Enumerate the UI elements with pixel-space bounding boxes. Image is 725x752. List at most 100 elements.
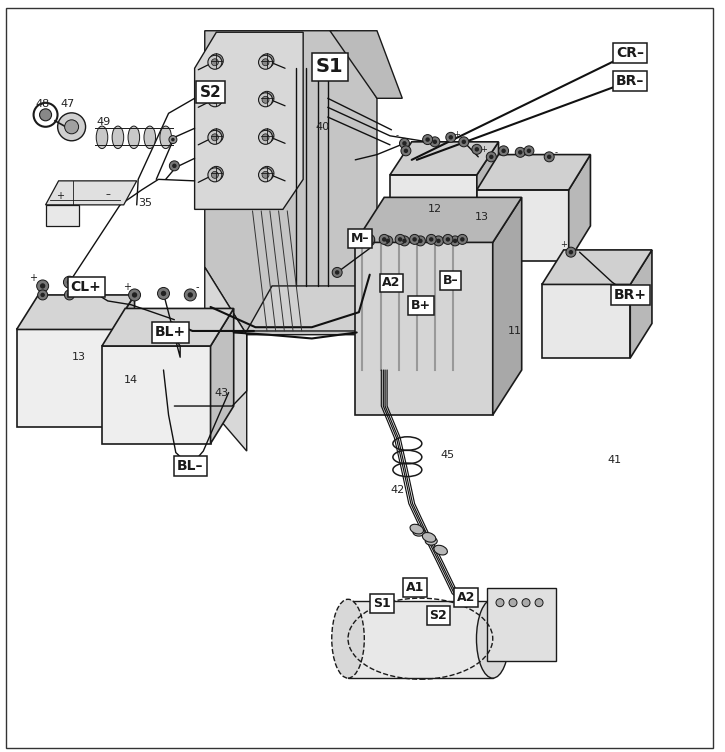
Text: A1: A1 — [406, 581, 425, 594]
Circle shape — [535, 599, 543, 607]
Text: A2: A2 — [457, 591, 475, 604]
Circle shape — [460, 237, 465, 241]
Text: -: - — [82, 274, 86, 284]
Circle shape — [65, 290, 75, 300]
Ellipse shape — [476, 599, 509, 678]
Text: 42: 42 — [390, 485, 405, 495]
Circle shape — [212, 96, 218, 103]
Text: +: + — [560, 240, 567, 249]
Text: 13: 13 — [475, 212, 489, 222]
Text: +: + — [453, 130, 460, 139]
Polygon shape — [477, 155, 590, 190]
Circle shape — [259, 130, 273, 144]
Text: BR+: BR+ — [614, 288, 647, 302]
Ellipse shape — [160, 126, 172, 149]
Text: 13: 13 — [72, 352, 86, 362]
Circle shape — [522, 599, 530, 607]
Circle shape — [188, 293, 193, 298]
Circle shape — [170, 161, 179, 171]
Circle shape — [335, 270, 339, 274]
Circle shape — [426, 138, 430, 142]
Circle shape — [212, 59, 218, 65]
Ellipse shape — [410, 524, 423, 534]
Bar — [487, 587, 555, 661]
Circle shape — [436, 238, 441, 243]
Circle shape — [423, 135, 433, 144]
Ellipse shape — [423, 532, 436, 542]
Text: 45: 45 — [441, 450, 455, 459]
Bar — [348, 601, 493, 678]
Polygon shape — [355, 197, 522, 242]
Circle shape — [264, 132, 270, 139]
Ellipse shape — [426, 537, 437, 545]
Circle shape — [430, 137, 440, 147]
Circle shape — [472, 144, 482, 154]
Text: 47: 47 — [60, 99, 75, 109]
Circle shape — [418, 238, 423, 243]
Circle shape — [67, 293, 72, 297]
Text: S2: S2 — [199, 85, 221, 100]
Circle shape — [443, 235, 453, 244]
Circle shape — [260, 91, 274, 105]
Polygon shape — [330, 31, 402, 99]
Ellipse shape — [128, 126, 140, 149]
Circle shape — [264, 58, 270, 64]
Text: 11: 11 — [507, 326, 521, 336]
Circle shape — [398, 237, 402, 241]
Circle shape — [67, 280, 72, 285]
Circle shape — [260, 54, 274, 68]
Circle shape — [259, 168, 273, 182]
Circle shape — [40, 284, 46, 289]
Circle shape — [459, 137, 469, 147]
Circle shape — [260, 129, 274, 143]
Polygon shape — [542, 250, 652, 284]
Polygon shape — [102, 308, 233, 346]
Text: B+: B+ — [411, 299, 431, 312]
Circle shape — [210, 129, 223, 143]
Circle shape — [84, 285, 88, 290]
Circle shape — [489, 155, 494, 159]
Circle shape — [365, 236, 375, 246]
Circle shape — [262, 59, 269, 65]
Circle shape — [499, 146, 509, 156]
Circle shape — [518, 150, 523, 155]
Text: -: - — [396, 132, 399, 141]
Text: S2: S2 — [430, 609, 447, 622]
Circle shape — [65, 120, 78, 134]
Circle shape — [399, 138, 410, 148]
Ellipse shape — [96, 126, 108, 149]
Circle shape — [332, 268, 342, 277]
Circle shape — [524, 146, 534, 156]
Circle shape — [40, 109, 51, 121]
Text: CL+: CL+ — [71, 280, 102, 295]
Circle shape — [568, 250, 573, 254]
Circle shape — [496, 599, 504, 607]
Circle shape — [212, 134, 218, 141]
Ellipse shape — [144, 126, 156, 149]
Text: 49: 49 — [96, 117, 111, 127]
Circle shape — [37, 280, 49, 292]
Polygon shape — [630, 250, 652, 358]
Ellipse shape — [332, 599, 364, 678]
Circle shape — [399, 236, 410, 246]
Circle shape — [208, 92, 222, 107]
Polygon shape — [17, 329, 113, 427]
Circle shape — [57, 113, 86, 141]
Ellipse shape — [413, 528, 425, 536]
Circle shape — [213, 96, 220, 102]
Text: +: + — [481, 145, 487, 154]
Circle shape — [547, 155, 552, 159]
Text: CR–: CR– — [616, 47, 645, 60]
Circle shape — [402, 141, 407, 146]
Circle shape — [208, 130, 222, 144]
Circle shape — [64, 276, 75, 288]
Circle shape — [260, 166, 274, 180]
Circle shape — [446, 132, 456, 142]
Circle shape — [157, 287, 170, 299]
Circle shape — [462, 140, 466, 144]
Circle shape — [212, 171, 218, 178]
Circle shape — [213, 58, 220, 64]
Circle shape — [264, 170, 270, 177]
Polygon shape — [17, 295, 135, 329]
Text: +: + — [56, 191, 64, 201]
